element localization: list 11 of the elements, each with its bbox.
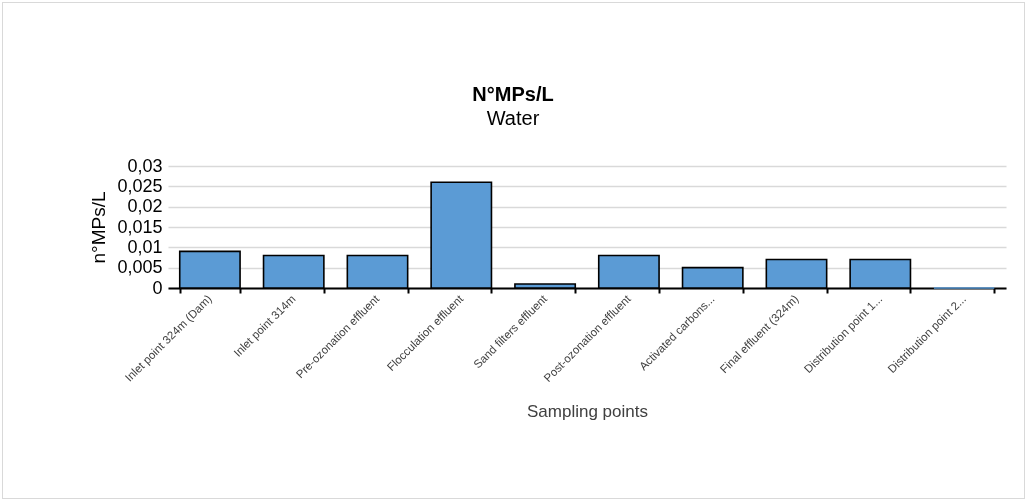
y-tick-label: 0,025: [117, 175, 163, 196]
chart-title: N°MPs/L: [472, 83, 554, 105]
chart-subtitle: Water: [486, 107, 540, 129]
y-tick-label: 0,015: [117, 216, 163, 237]
y-tick-label: 0,01: [127, 236, 163, 257]
x-axis-title: Sampling points: [527, 402, 648, 422]
y-tick-label: 0,005: [117, 257, 163, 278]
y-tick-label: 0,03: [127, 155, 163, 176]
y-axis-title: n°MPs/L: [88, 191, 110, 264]
y-tick-label: 0: [152, 277, 163, 298]
y-tick-label: 0,02: [127, 196, 163, 217]
